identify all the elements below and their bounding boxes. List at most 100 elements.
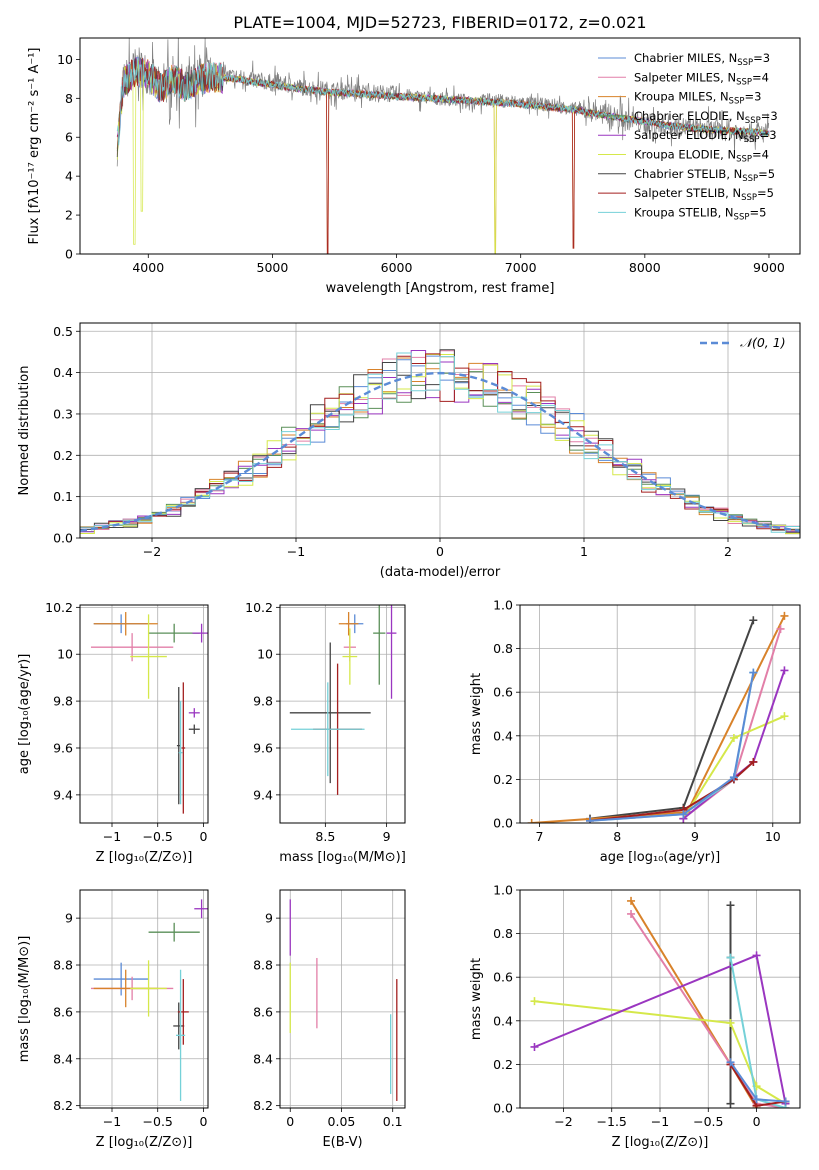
weight-line-5 bbox=[534, 1000, 787, 1105]
y-axis-label: mass weight bbox=[469, 958, 484, 1040]
weight-marker bbox=[726, 901, 735, 910]
panel-mass-vs-EBV: 0 0.05 0.1 8.2 8.4 8.6 8.8 9 E(B-V) bbox=[253, 889, 406, 1150]
x-tick-label: 9 bbox=[691, 829, 699, 844]
x-tick-label: 7000 bbox=[505, 260, 537, 275]
axes-frame bbox=[279, 889, 406, 1109]
legend-label: Chabrier STELIB, NSSP=5 bbox=[634, 167, 775, 184]
legend-count: =4 bbox=[752, 148, 769, 162]
x-axis-label: mass [log₁₀(M/M⊙)] bbox=[279, 850, 406, 865]
weight-marker bbox=[726, 1018, 735, 1027]
legend-label: Chabrier ELODIE, NSSP=3 bbox=[634, 109, 778, 126]
y-tick-label: 1.0 bbox=[493, 598, 513, 613]
weight-marker bbox=[780, 611, 789, 620]
weight-marker bbox=[776, 624, 785, 633]
x-tick-label: 0 bbox=[436, 544, 444, 559]
legend-label: Salpeter MILES, NSSP=4 bbox=[634, 70, 769, 87]
x-tick-label: −1.5 bbox=[597, 1114, 627, 1129]
y-tick-label: 9 bbox=[65, 911, 73, 926]
x-tick-label: 0.05 bbox=[328, 1114, 356, 1129]
weight-marker bbox=[780, 712, 789, 721]
y-tick-label: 8.2 bbox=[53, 1098, 73, 1113]
y-tick-label: 9.8 bbox=[253, 694, 273, 709]
y-tick-label: 8.8 bbox=[253, 958, 273, 973]
weight-marker bbox=[627, 909, 636, 918]
weight-line-2 bbox=[531, 615, 786, 823]
x-tick-label: 0 bbox=[753, 1114, 761, 1129]
y-tick-label: 0.0 bbox=[53, 531, 73, 546]
x-tick-label: −2 bbox=[554, 1114, 572, 1129]
y-tick-label: 8.4 bbox=[253, 1051, 273, 1066]
legend-subscript: SSP bbox=[734, 212, 750, 222]
y-tick-label: 0.5 bbox=[53, 324, 73, 339]
y-tick-label: 0.2 bbox=[53, 448, 73, 463]
x-tick-label: 6000 bbox=[381, 260, 413, 275]
x-tick-label: 8 bbox=[613, 829, 621, 844]
x-tick-label: 9 bbox=[383, 829, 391, 844]
y-tick-label: 10 bbox=[257, 647, 273, 662]
plot-area bbox=[289, 899, 398, 1101]
y-tick-label: 10 bbox=[57, 52, 73, 67]
panel-spectrum: 4000 5000 6000 7000 8000 9000 0 2 4 6 8 10 wavelengt… bbox=[27, 37, 801, 296]
legend-count: =3 bbox=[744, 90, 761, 104]
panel-mass-weight-vs-age: 7 8 9 10 0.0 0.2 0.4 0.6 0.8 1.0 age [log₁₀(age/yr… bbox=[469, 598, 801, 865]
axes-frame bbox=[79, 37, 801, 255]
weight-marker bbox=[527, 819, 536, 823]
legend-label: Kroupa ELODIE, NSSP=4 bbox=[634, 148, 769, 165]
y-tick-label: 8.6 bbox=[253, 1004, 273, 1019]
x-axis-label: wavelength [Angstrom, rest frame] bbox=[326, 281, 555, 296]
y-tick-label: 8.4 bbox=[53, 1051, 73, 1066]
legend-subscript: SSP bbox=[737, 58, 753, 68]
y-tick-label: 0.1 bbox=[53, 489, 73, 504]
x-axis-label: Z [log₁₀(Z/Z⊙)] bbox=[612, 1135, 709, 1150]
x-tick-label: 9000 bbox=[753, 260, 785, 275]
axes-frame bbox=[279, 604, 406, 824]
y-tick-label: 0.3 bbox=[53, 406, 73, 421]
spectrum-legend: Chabrier MILES, NSSP=3 Salpeter MILES, NS… bbox=[598, 51, 778, 222]
weight-marker bbox=[749, 668, 758, 677]
plot-area bbox=[527, 611, 789, 823]
y-tick-label: 1.0 bbox=[493, 883, 513, 898]
y-tick-label: 0.6 bbox=[493, 685, 513, 700]
x-tick-label: 10 bbox=[765, 829, 781, 844]
weight-marker bbox=[530, 997, 539, 1006]
legend-subscript: SSP bbox=[736, 77, 752, 87]
axes-frame bbox=[79, 322, 801, 539]
legend-label: Salpeter ELODIE, NSSP=3 bbox=[634, 128, 777, 145]
model-spectrum-line-8 bbox=[116, 58, 770, 146]
y-tick-label: 0 bbox=[65, 247, 73, 262]
x-tick-label: −0.5 bbox=[693, 1114, 723, 1129]
figure-title: PLATE=1004, MJD=52723, FIBERID=0172, z=0… bbox=[233, 13, 646, 32]
weight-marker bbox=[752, 951, 761, 960]
y-tick-label: 0.0 bbox=[493, 816, 513, 831]
axes-frame bbox=[519, 604, 801, 824]
legend-subscript: SSP bbox=[742, 174, 758, 184]
weight-marker bbox=[530, 1042, 539, 1051]
axes-frame bbox=[519, 889, 801, 1109]
x-tick-label: 8000 bbox=[629, 260, 661, 275]
x-tick-label: 0 bbox=[286, 1114, 294, 1129]
legend-count: =5 bbox=[758, 167, 775, 181]
x-tick-label: −1 bbox=[651, 1114, 669, 1129]
y-tick-label: 0.8 bbox=[493, 641, 513, 656]
weight-marker bbox=[729, 733, 738, 742]
y-tick-label: 9.6 bbox=[253, 740, 273, 755]
y-tick-label: 9.4 bbox=[253, 787, 273, 802]
y-tick-label: 0.6 bbox=[493, 970, 513, 985]
x-tick-label: 7 bbox=[535, 829, 543, 844]
x-tick-label: 1 bbox=[580, 544, 588, 559]
weight-marker bbox=[586, 816, 594, 823]
weight-marker bbox=[752, 1095, 761, 1104]
y-tick-label: 8.6 bbox=[53, 1004, 73, 1019]
weight-marker bbox=[726, 1099, 735, 1108]
x-axis-label: Z [log₁₀(Z/Z⊙)] bbox=[96, 1135, 193, 1150]
legend-count: =5 bbox=[749, 205, 766, 219]
x-tick-label: −1 bbox=[103, 1114, 121, 1129]
y-tick-label: 10 bbox=[57, 647, 73, 662]
weight-line-0 bbox=[589, 672, 755, 822]
residual-legend: 𝒩(0, 1) bbox=[700, 335, 786, 350]
x-tick-label: 2 bbox=[724, 544, 732, 559]
x-tick-label: 5000 bbox=[257, 260, 289, 275]
weight-marker bbox=[781, 1097, 790, 1106]
weight-marker bbox=[726, 953, 735, 962]
